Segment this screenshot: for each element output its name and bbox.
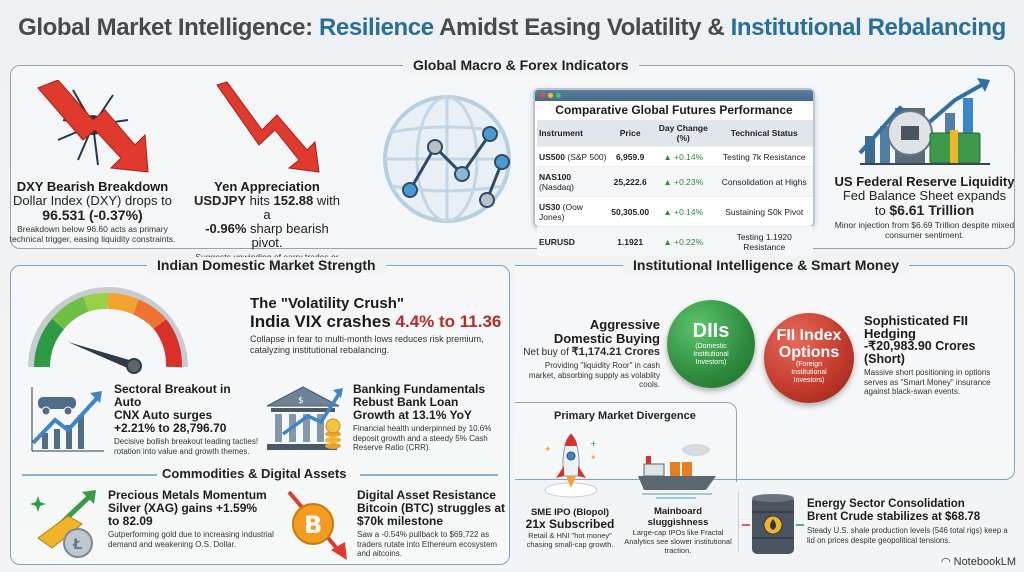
- up-arrow-icon: ▲: [663, 176, 672, 187]
- table-row: EURUSD 1.1921 ▲ +0.22% Testing 1.1920 Re…: [537, 226, 813, 256]
- bank-coins-icon: $: [266, 386, 343, 450]
- car-rising-chart-icon: [31, 387, 104, 452]
- fii-block: Sophisticated FII Hedging -₹20,983.90 Cr…: [864, 313, 991, 396]
- indian-market-panel: Indian Domestic Market Strength: [10, 257, 510, 565]
- svg-text:✦: ✦: [590, 453, 597, 462]
- table-row: US500 (S&P 500) 6,959.9 ▲ +0.14% Testing…: [537, 146, 813, 167]
- mainboard-block: Mainboard sluggishness Large-cap IPOs li…: [624, 506, 732, 555]
- primary-market-panel: [515, 402, 737, 482]
- svg-text:$: $: [298, 396, 304, 406]
- macro-section-title: Global Macro & Forex Indicators: [403, 57, 639, 73]
- notebooklm-logo-icon: ◠: [940, 556, 951, 568]
- oil-barrel-icon: [742, 494, 804, 554]
- speedometer-gauge-icon: [28, 287, 188, 374]
- silver-block: Precious Metals Momentum Silver (XAG) ga…: [108, 488, 274, 549]
- maximize-dot-icon[interactable]: [556, 93, 561, 98]
- svg-text:Ł: Ł: [72, 537, 82, 553]
- globe-network-chart-icon: [383, 95, 511, 223]
- institutional-section-title: Institutional Intelligence & Smart Money: [623, 257, 910, 273]
- federal-reserve-bars-cash-icon: [858, 78, 990, 165]
- rocket-launch-icon: ✦ + ✦: [544, 433, 598, 498]
- primary-market-title: Primary Market Divergence: [554, 410, 696, 422]
- energy-block: Energy Sector Consolidation Brent Crude …: [807, 498, 1008, 545]
- indian-section-title: Indian Domestic Market Strength: [147, 257, 386, 273]
- auto-block: Sectoral Breakout in Auto CNX Auto surge…: [114, 382, 259, 456]
- table-row: NAS100 (Nasdaq) 25,222.6 ▲ +0.23% Consol…: [537, 166, 813, 197]
- cracked-down-arrow-icon: [36, 79, 149, 173]
- yen-card: Yen Appreciation USDJPY hits 152.88 with…: [192, 80, 342, 272]
- close-dot-icon[interactable]: [540, 93, 545, 98]
- vix-block: The "Volatility Crush" India VIX crashes…: [250, 295, 502, 355]
- table-row: US30 (Oow Jones) 50,305.00 ▲ +0.14% Sust…: [537, 196, 813, 227]
- svg-text:+: +: [590, 439, 597, 448]
- fii-circle: FII Index Options (Foreign Institutional…: [764, 313, 854, 403]
- svg-text:B: B: [304, 511, 322, 539]
- notebooklm-brand: ◠ NotebookLM: [940, 556, 1016, 568]
- up-arrow-icon: ▲: [663, 236, 672, 247]
- dxy-card: DXY Bearish Breakdown Dollar Index (DXY)…: [5, 79, 180, 244]
- commodities-section-title: Commodities & Digital Assets: [162, 466, 347, 481]
- divider: [738, 492, 739, 552]
- btc-block: Digital Asset Resistance Bitcoin (BTC) s…: [357, 488, 506, 559]
- cargo-ship-icon: [638, 444, 716, 499]
- futures-performance-window: Comparative Global Futures Performance I…: [533, 88, 815, 256]
- fed-liquidity-card: US Federal Reserve Liquidity Fed Balance…: [832, 78, 1017, 240]
- page-title: Global Market Intelligence: Resilience A…: [18, 14, 1006, 41]
- divider: [360, 474, 498, 476]
- window-titlebar: [535, 90, 813, 101]
- gold-bar-silver-coin-icon: Ł: [30, 490, 96, 558]
- dii-block: Aggressive Domestic Buying Net buy of ₹1…: [523, 317, 660, 390]
- futures-table: Instrument Price Day Change (%) Technica…: [537, 120, 813, 256]
- dii-circle: DIIs (Domestic Institutional Investors): [667, 300, 755, 388]
- svg-text:✦: ✦: [544, 445, 552, 455]
- sme-ipo-block: SME IPO (Blopol) 21x Subscribed Retail &…: [525, 507, 615, 549]
- macro-panel: Global Macro & Forex Indicators: [10, 57, 1015, 249]
- zigzag-down-arrow-icon: [216, 81, 320, 173]
- futures-table-title: Comparative Global Futures Performance: [555, 103, 793, 117]
- minimize-dot-icon[interactable]: [548, 93, 553, 98]
- up-arrow-icon: ▲: [663, 206, 672, 217]
- bitcoin-down-arrow-icon: B: [287, 490, 347, 560]
- up-arrow-icon: ▲: [663, 151, 672, 162]
- divider: [22, 474, 157, 476]
- institutional-panel: Institutional Intelligence & Smart Money: [515, 257, 1015, 480]
- banking-block: Banking Fundamentals Rebust Bank Loan Gr…: [353, 382, 492, 453]
